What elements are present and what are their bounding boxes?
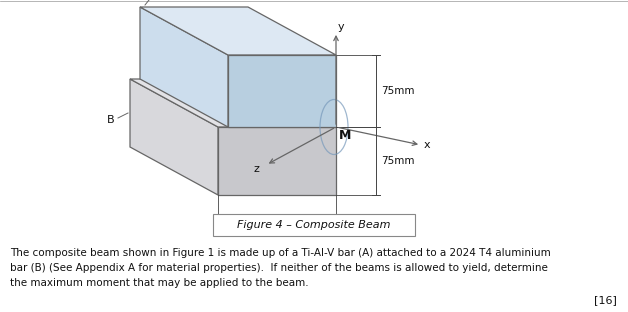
Text: 75mm: 75mm (381, 86, 414, 96)
Text: B: B (106, 115, 114, 125)
Text: M: M (339, 129, 352, 142)
Polygon shape (140, 7, 228, 127)
FancyBboxPatch shape (213, 214, 415, 236)
Text: Figure 4 – Composite Beam: Figure 4 – Composite Beam (237, 220, 391, 230)
Polygon shape (140, 7, 336, 55)
Text: The composite beam shown in Figure 1 is made up of a Ti-Al-V bar (A) attached to: The composite beam shown in Figure 1 is … (10, 248, 551, 288)
Text: 100mm: 100mm (257, 229, 297, 239)
Text: [16]: [16] (594, 295, 617, 305)
Polygon shape (130, 79, 218, 195)
Polygon shape (228, 55, 336, 127)
Text: z: z (253, 164, 259, 174)
Text: y: y (338, 22, 345, 32)
Polygon shape (130, 79, 336, 127)
Text: 75mm: 75mm (381, 156, 414, 166)
Text: x: x (424, 140, 431, 150)
Polygon shape (218, 127, 336, 195)
